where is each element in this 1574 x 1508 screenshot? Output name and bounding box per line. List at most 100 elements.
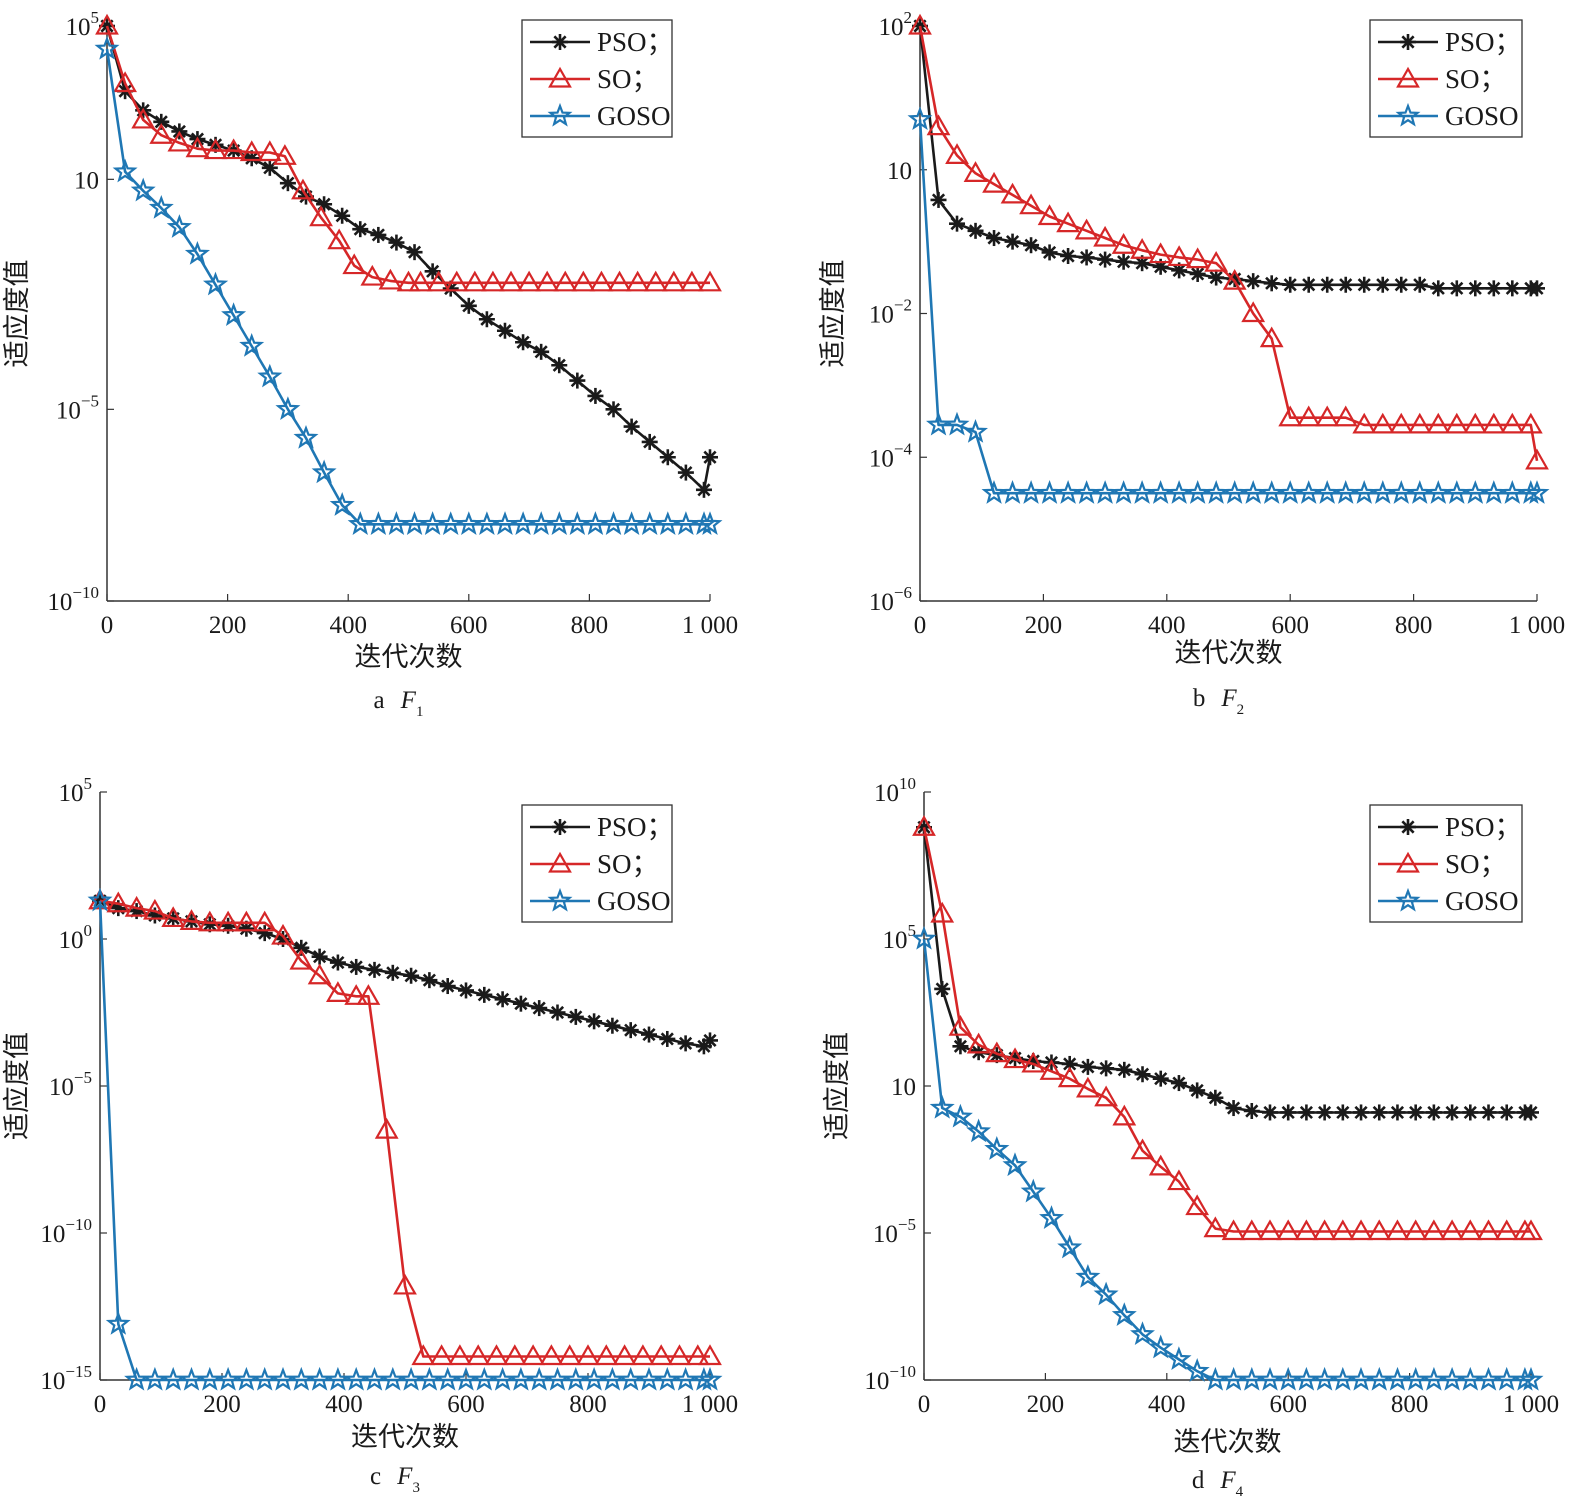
y-tick-exponent: −5 [74, 1068, 92, 1087]
data-point-so [289, 948, 314, 970]
data-point-pso [1407, 1104, 1424, 1121]
y-tick-label: 102 [879, 8, 913, 41]
chart-panel-b: 0 200 400 600 800 1 00010−610−410−210102PSO；S… [818, 8, 1565, 718]
data-point-pso [934, 980, 951, 997]
data-point-so [124, 895, 149, 917]
y-tick-base: 10 [864, 1368, 889, 1395]
y-tick-base: 10 [59, 927, 84, 954]
data-point-so [271, 923, 295, 945]
data-point-pso [702, 449, 718, 466]
data-point-pso [1480, 1104, 1497, 1121]
data-point-pso [1353, 1104, 1370, 1121]
data-point-pso [659, 1030, 676, 1047]
data-point-goso [87, 887, 113, 912]
data-point-pso [424, 263, 441, 280]
y-tick-label: 10−10 [47, 583, 99, 616]
data-point-goso [1130, 1321, 1155, 1346]
data-point-so [535, 270, 560, 292]
data-point-so [426, 270, 451, 292]
data-point-so [1111, 233, 1136, 254]
data-point-so [1476, 1219, 1501, 1241]
x-tick-label: 400 [1148, 1391, 1186, 1418]
data-point-pso [366, 961, 383, 978]
caption-function: F [400, 687, 417, 714]
data-point-so [1312, 1219, 1337, 1241]
data-point-so [499, 270, 523, 292]
data-point-pso [622, 1022, 639, 1039]
data-point-pso [1393, 276, 1410, 293]
data-point-pso [1280, 1104, 1297, 1121]
data-point-pso [1523, 1104, 1539, 1121]
data-point-pso [952, 1038, 969, 1055]
data-point-goso [293, 424, 319, 449]
data-point-goso [148, 194, 174, 219]
legend-marker-so [548, 66, 572, 88]
data-point-so [1222, 268, 1247, 290]
data-point-so [1444, 412, 1469, 434]
data-point-so [1239, 1219, 1264, 1241]
x-tick-label: 200 [203, 1391, 241, 1418]
data-point-pso [1411, 276, 1428, 293]
data-point-pso [1425, 1104, 1442, 1121]
x-axis-label: 迭代次数 [1174, 1427, 1282, 1457]
subplot-caption: c F3 [370, 1463, 420, 1496]
y-tick-exponent: 0 [84, 921, 93, 940]
caption-function: F [1220, 685, 1237, 712]
data-point-pso [1170, 1075, 1187, 1092]
legend-marker-so [1396, 66, 1420, 88]
y-tick-exponent: −10 [65, 1215, 92, 1234]
data-point-pso [406, 244, 423, 261]
x-axis-label: 迭代次数 [355, 642, 463, 672]
data-point-so [429, 1344, 454, 1366]
legend-marker-pso [552, 34, 568, 50]
data-point-pso [458, 982, 474, 999]
data-point-so [1094, 1085, 1118, 1107]
data-point-pso [967, 222, 984, 239]
data-point-pso [512, 995, 529, 1012]
y-tick-exponent: 5 [908, 921, 917, 940]
data-point-pso [1444, 1104, 1461, 1121]
data-point-pso [153, 113, 170, 130]
y-tick-label: 10 [891, 1074, 916, 1101]
y-tick-label: 10−5 [56, 391, 99, 424]
data-point-so [1403, 1219, 1428, 1241]
data-point-so [1370, 412, 1395, 434]
series-line-goso [98, 900, 710, 1382]
data-point-so [1221, 1219, 1246, 1241]
data-point-pso [316, 196, 333, 213]
data-point-goso [1075, 1263, 1101, 1288]
y-tick-base: 10 [879, 14, 904, 41]
data-point-so [1518, 412, 1543, 434]
data-point-so [1367, 1219, 1392, 1241]
data-point-so [1130, 238, 1155, 259]
subplot-caption: d F4 [1192, 1467, 1244, 1500]
data-point-goso [691, 511, 717, 535]
data-point-pso [1282, 276, 1299, 293]
data-point-pso [1462, 1104, 1479, 1121]
data-point-so [131, 107, 156, 129]
x-tick-label: 400 [329, 612, 367, 639]
data-point-so [1330, 1219, 1355, 1241]
data-point-goso [1518, 1366, 1544, 1391]
y-axis-label: 适应度值 [2, 1032, 32, 1140]
data-point-so [698, 1344, 722, 1366]
data-point-pso [586, 1013, 603, 1030]
data-point-so [553, 270, 578, 292]
data-point-pso [1243, 1102, 1260, 1119]
data-point-so [1519, 1219, 1543, 1241]
data-point-so [161, 906, 186, 928]
data-point-pso [641, 433, 658, 450]
data-point-so [1525, 448, 1549, 470]
data-point-goso [907, 106, 933, 131]
data-point-pso [605, 401, 622, 418]
chart-panel-c: 0 200 400 600 800 1 00010−1510−1010−5100105PS… [2, 774, 738, 1496]
legend-label-pso: PSO； [1445, 27, 1522, 57]
data-point-pso [549, 1004, 566, 1021]
data-point-goso [1057, 1234, 1083, 1259]
x-tick-label: 600 [1269, 1391, 1307, 1418]
data-point-so [360, 264, 385, 286]
x-tick-label: 600 [1271, 612, 1309, 639]
data-point-pso [1485, 280, 1502, 297]
data-point-pso [1448, 280, 1465, 297]
data-point-so [1204, 250, 1229, 272]
